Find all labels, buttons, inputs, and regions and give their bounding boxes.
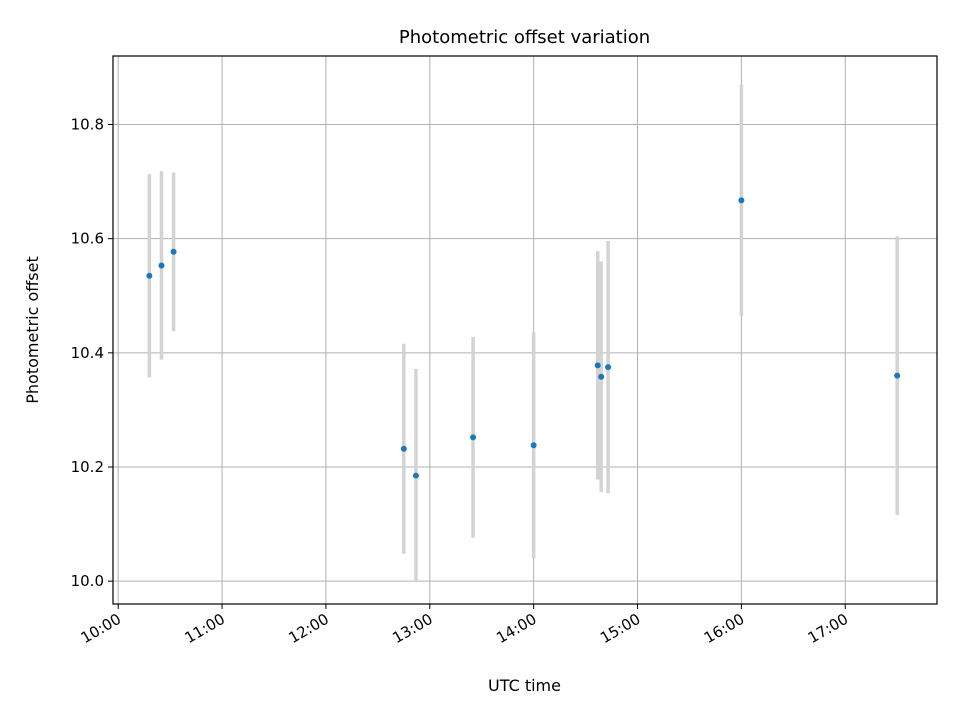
data-point bbox=[470, 434, 477, 441]
data-point bbox=[594, 362, 601, 369]
data-points bbox=[146, 197, 901, 479]
error-bars bbox=[147, 84, 899, 583]
x-tick-label: 17:00 bbox=[805, 610, 851, 647]
x-tick-label: 14:00 bbox=[493, 610, 539, 647]
chart-title: Photometric offset variation bbox=[399, 27, 650, 48]
data-point bbox=[894, 372, 901, 379]
x-axis-label: UTC time bbox=[488, 676, 561, 695]
y-tick-label: 10.2 bbox=[71, 458, 104, 476]
data-point bbox=[530, 442, 537, 449]
y-tick-label: 10.6 bbox=[71, 230, 104, 248]
x-tick-label: 16:00 bbox=[701, 610, 747, 647]
x-tick-label: 11:00 bbox=[182, 610, 228, 647]
x-tick-label: 13:00 bbox=[389, 610, 435, 647]
plot-frame bbox=[112, 55, 938, 605]
data-point bbox=[170, 248, 177, 255]
data-point bbox=[146, 272, 153, 279]
data-point bbox=[400, 445, 407, 452]
y-tick-label: 10.8 bbox=[71, 116, 104, 134]
data-point bbox=[605, 364, 612, 371]
data-point bbox=[158, 262, 165, 269]
y-tick-label: 10.0 bbox=[71, 572, 104, 590]
data-point bbox=[598, 373, 605, 380]
y-axis-ticks: 10.0 10.2 10.4 10.6 10.8 bbox=[71, 116, 113, 590]
y-tick-label: 10.4 bbox=[71, 344, 104, 362]
grid-lines bbox=[113, 56, 937, 604]
x-axis-ticks: 10:00 11:00 12:00 13:00 14:00 15:00 16:00 17:00 bbox=[78, 604, 851, 647]
x-tick-label: 10:00 bbox=[78, 610, 124, 647]
x-tick-label: 12:00 bbox=[285, 610, 331, 647]
data-point bbox=[412, 472, 419, 479]
y-axis-label: Photometric offset bbox=[23, 256, 42, 404]
data-point bbox=[738, 197, 745, 204]
x-tick-label: 15:00 bbox=[597, 610, 643, 647]
